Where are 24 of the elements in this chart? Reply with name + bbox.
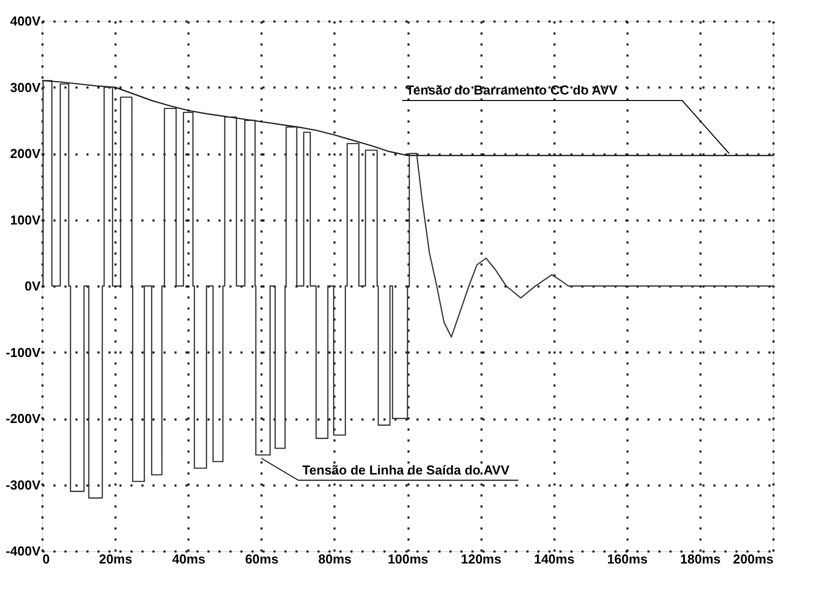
- x-tick-label: 100ms: [388, 552, 428, 566]
- y-tick-label: -200V: [6, 411, 41, 426]
- line-series: [42, 80, 774, 499]
- y-tick-label: -400V: [6, 544, 41, 558]
- x-tick-label: 20ms: [98, 552, 132, 566]
- annotation: Tensão do Barramento CC do AVV: [406, 82, 618, 98]
- annotation: Tensão de Linha de Saída do AVV: [302, 462, 510, 478]
- x-tick-label: 160ms: [607, 552, 648, 566]
- y-tick-label: -300V: [6, 477, 41, 492]
- x-tick-label: 120ms: [460, 552, 502, 566]
- y-tick-label: 300V: [10, 80, 41, 95]
- x-tick-label: 0: [42, 552, 50, 566]
- y-tick-label: 0V: [24, 278, 41, 294]
- y-tick-label: 100V: [10, 212, 41, 228]
- x-tick-label: 60ms: [245, 552, 278, 566]
- y-tick-label: 200V: [10, 146, 41, 161]
- y-tick-label: -100V: [6, 344, 41, 360]
- line-series: [41, 80, 774, 156]
- x-tick-label: 140ms: [534, 552, 574, 566]
- y-tick-label: 400V: [10, 14, 41, 28]
- x-tick-label: 80ms: [318, 552, 352, 566]
- x-tick-label: 40ms: [172, 552, 206, 566]
- x-tick-label: 180ms: [680, 552, 721, 566]
- x-tick-label: 200ms: [733, 552, 774, 566]
